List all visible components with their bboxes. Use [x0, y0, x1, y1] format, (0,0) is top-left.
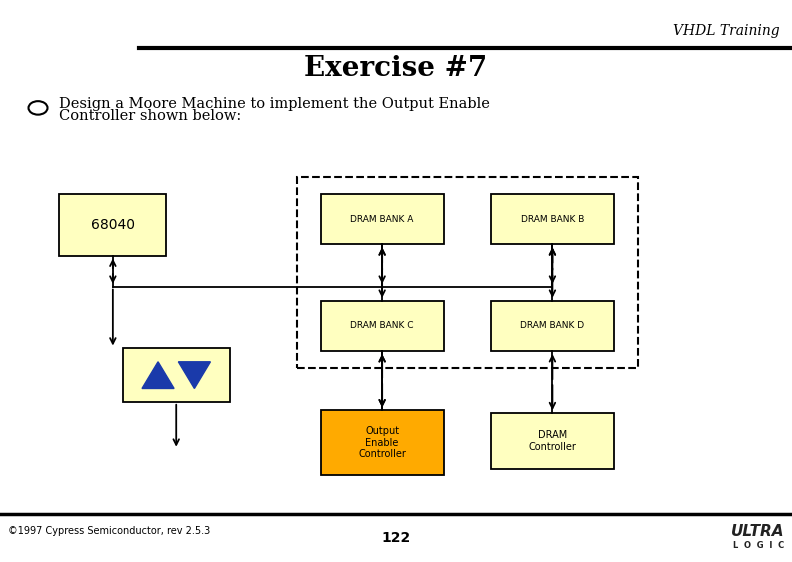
Bar: [491, 413, 614, 469]
Text: DRAM BANK B: DRAM BANK B: [520, 215, 584, 224]
Polygon shape: [178, 362, 211, 388]
Bar: [123, 348, 230, 402]
Text: DRAM
Controller: DRAM Controller: [528, 430, 577, 452]
Bar: [491, 194, 614, 244]
Text: VHDL Training: VHDL Training: [673, 24, 780, 38]
Text: Design a Moore Machine to implement the Output Enable: Design a Moore Machine to implement the …: [59, 97, 490, 111]
Text: ULTRA: ULTRA: [730, 524, 784, 538]
Text: 68040: 68040: [91, 218, 135, 232]
Bar: [297, 177, 638, 368]
Polygon shape: [142, 362, 174, 388]
Text: DRAM BANK C: DRAM BANK C: [350, 321, 414, 330]
Bar: [321, 301, 444, 351]
Text: L  O  G  I  C: L O G I C: [733, 541, 784, 550]
Text: DRAM BANK D: DRAM BANK D: [520, 321, 584, 330]
Bar: [321, 410, 444, 475]
Text: Controller shown below:: Controller shown below:: [59, 110, 242, 123]
Text: DRAM BANK A: DRAM BANK A: [350, 215, 414, 224]
Text: Output
Enable
Controller: Output Enable Controller: [358, 426, 406, 459]
Text: 122: 122: [382, 532, 410, 545]
Bar: [59, 194, 166, 256]
Bar: [491, 301, 614, 351]
Text: ©1997 Cypress Semiconductor, rev 2.5.3: ©1997 Cypress Semiconductor, rev 2.5.3: [8, 526, 210, 536]
Bar: [321, 194, 444, 244]
Text: Exercise #7: Exercise #7: [304, 55, 488, 82]
